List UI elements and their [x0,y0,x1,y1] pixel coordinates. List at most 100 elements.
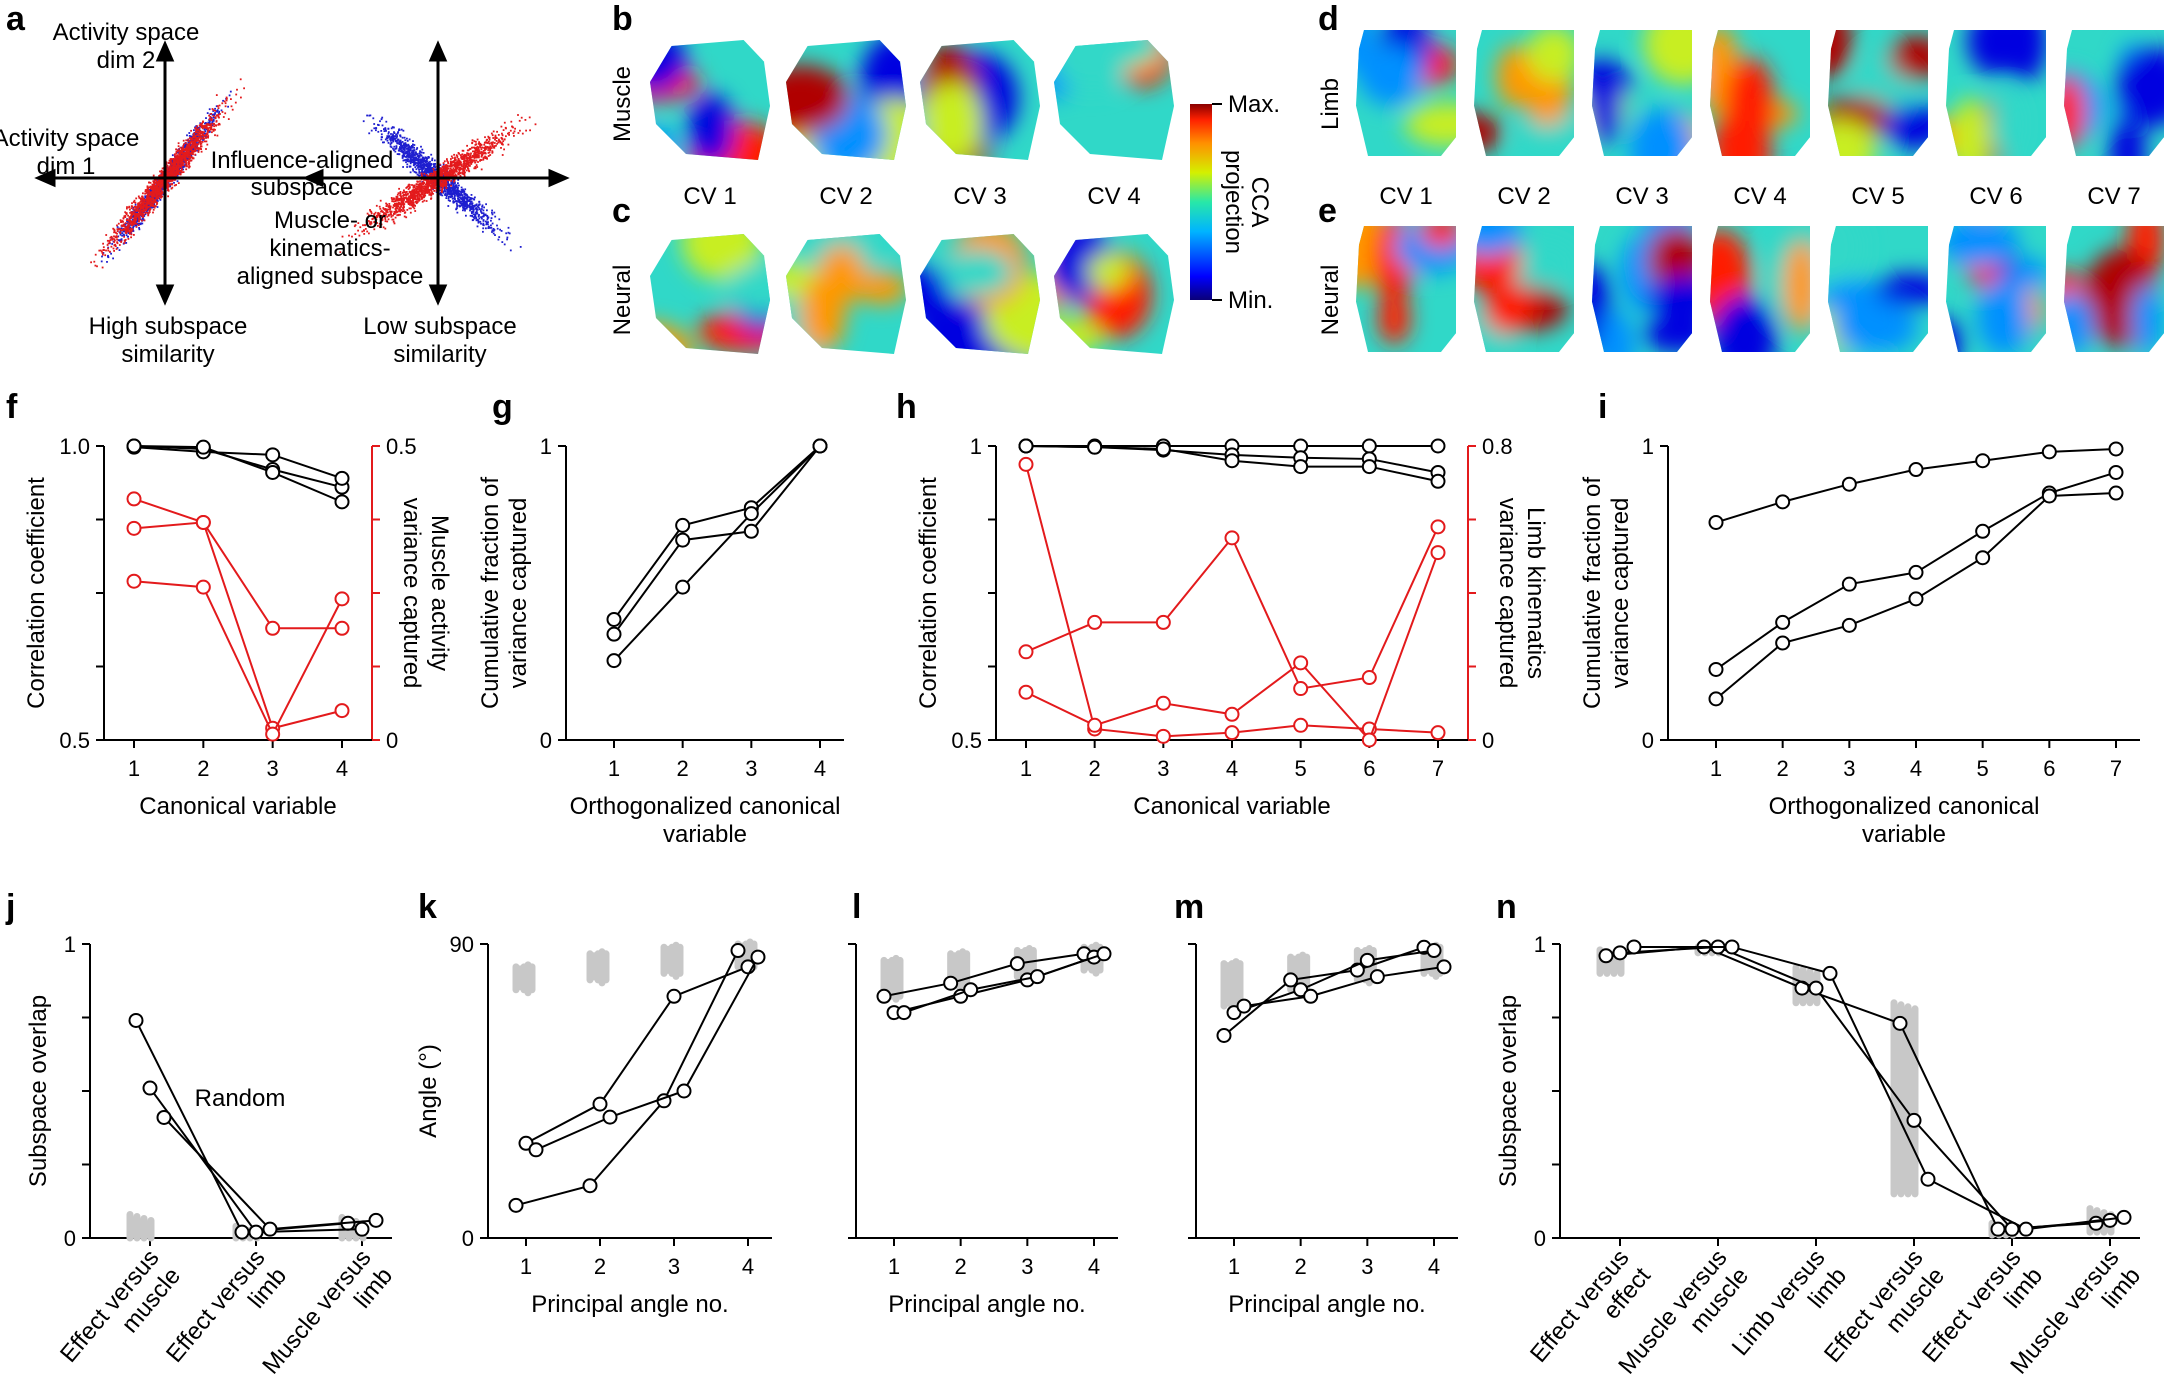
g-ylabel: Cumulative fraction ofvariance captured [477,477,532,709]
cv-label-d-6: CV 6 [1969,183,2022,210]
n-series-0-line [1605,945,2097,1231]
g-y-tick-label-0: 0 [540,728,552,753]
f-right-series-2-point-0 [126,573,142,589]
muscle-line1: Muscle- or [274,207,386,234]
i-series-0-point-2 [1841,476,1857,492]
m-series-0-point-0 [1216,1027,1232,1043]
j-series-2-point-1 [262,1221,278,1237]
g-ylabel-line2: variance captured [505,498,532,689]
h-right-series-1-point-3 [1224,530,1240,546]
axes-left [34,40,326,306]
k-x-tick-label-1: 2 [594,1254,606,1279]
m-series-2-line [1243,965,1445,1008]
h-x-tick-label-6: 7 [1432,756,1444,781]
j-annotation: Random [195,1085,286,1112]
muscle-subspace-label: Muscle- or kinematics-aligned subspace [237,207,424,290]
f-xlabel: Canonical variable [139,793,336,820]
k-series-2-line [535,956,759,1151]
i-series-2-point-0 [1708,691,1724,707]
i-series-2-point-4 [1975,550,1991,566]
m-series-1-point-3 [1426,943,1442,959]
n-series-1-line [1619,945,2111,1231]
g-xlabel: Orthogonalized canonical variable [570,793,841,848]
neural-map-bc-1 [650,234,770,354]
cv-label-d-4: CV 4 [1733,183,1786,210]
f-right-series-0-point-0 [126,491,142,507]
h-left-series-2-point-2 [1155,441,1171,457]
panel-label-i: i [1598,388,1607,426]
h-left-series-2-point-4 [1293,459,1309,475]
g-x-tick-label-3: 4 [814,756,826,781]
g-series-1-point-1 [675,532,691,548]
panel-label-j: j [5,888,15,926]
k-ylabel: Angle (°) [415,1044,442,1138]
i-y-tick-label-1: 1 [1642,434,1654,459]
high-line1: High subspace [89,313,248,340]
n-series-1-point-0 [1612,945,1628,961]
neural-map-de-5 [1828,226,1928,352]
k-series-0-line [515,950,739,1207]
i-series-2-point-2 [1841,617,1857,633]
panel-label-l: l [852,888,861,926]
m-series-2-point-3 [1436,959,1452,975]
g-ylabel-line1: Cumulative fraction of [477,477,504,709]
muscle-map-4 [1054,40,1174,160]
panel-label-k: k [418,888,437,926]
i-series-1-point-4 [1975,523,1991,539]
h-yright-tick-label-4: 0.8 [1482,434,1513,459]
neural-map-de-6 [1946,226,2046,352]
h-right-series-2-point-3 [1224,706,1240,722]
g-series-1-point-0 [606,626,622,642]
cv-label-b-4: CV 4 [1087,183,1140,210]
n-series-0-point-3 [1892,1015,1908,1031]
g-xlabel-line2: variable [663,821,747,848]
k-xlabel: Principal angle no. [531,1291,728,1318]
h-right-series-0-point-4 [1293,717,1309,733]
neural-map-de-4 [1710,226,1810,352]
cv-label-b-1: CV 1 [683,183,736,210]
n-y-tick-label-0: 0 [1534,1226,1546,1251]
h-left-series-2-point-0 [1018,438,1034,454]
h-right-series-1-point-1 [1087,614,1103,630]
l-x-tick-label-0: 1 [888,1254,900,1279]
h-right-series-0-point-3 [1224,725,1240,741]
k-y-tick-label-0: 0 [462,1226,474,1251]
row-label-limb: Limb [1317,78,1344,130]
low-line1: Low subspace [363,313,516,340]
k-x-tick-label-3: 4 [742,1254,754,1279]
m-x-tick-label-3: 4 [1428,1254,1440,1279]
colorbar-min-label: Min. [1228,287,1273,314]
g-series-0-point-1 [675,517,691,533]
cv-label-d-2: CV 2 [1497,183,1550,210]
m-series-0-line [1223,946,1425,1037]
l-series-2-point-3 [1096,946,1112,962]
m-xlabel: Principal angle no. [1228,1291,1425,1318]
m-series-2-point-0 [1236,998,1252,1014]
panel-label-f: f [6,388,18,426]
i-x-tick-label-2: 3 [1843,756,1855,781]
m-x-tick-label-0: 1 [1228,1254,1240,1279]
h-ylabel: Correlation coefficient [915,477,942,709]
f-x-tick-label-0: 1 [128,756,140,781]
n-series-0-point-0 [1598,948,1614,964]
panel-label-d: d [1318,0,1339,38]
f-right-series-1-point-0 [126,520,142,536]
i-series-2-point-5 [2041,488,2057,504]
n-series-2-line [1634,945,2125,1231]
h-right-series-1-point-5 [1361,670,1377,686]
f-right-series-1-point-1 [195,514,211,530]
panel-label-g: g [492,388,513,426]
cv-label-d-3: CV 3 [1615,183,1668,210]
h-right-series-0-point-6 [1430,725,1446,741]
i-ylabel-line2: variance captured [1607,498,1634,689]
n-series-1-point-2 [1808,980,1824,996]
neural-map-de-2 [1474,226,1574,352]
f-yleft-tick-label-4: 1.0 [59,434,90,459]
i-series-0-point-4 [1975,453,1991,469]
neural-map-de-3 [1592,226,1692,352]
h-xlabel: Canonical variable [1133,793,1330,820]
chart-g: 0 1 1 2 3 4 Orthogonalized canonical variable Cu… [477,434,844,848]
muscle-line2: kinematics- [269,235,390,262]
g-x-tick-label-0: 1 [608,756,620,781]
